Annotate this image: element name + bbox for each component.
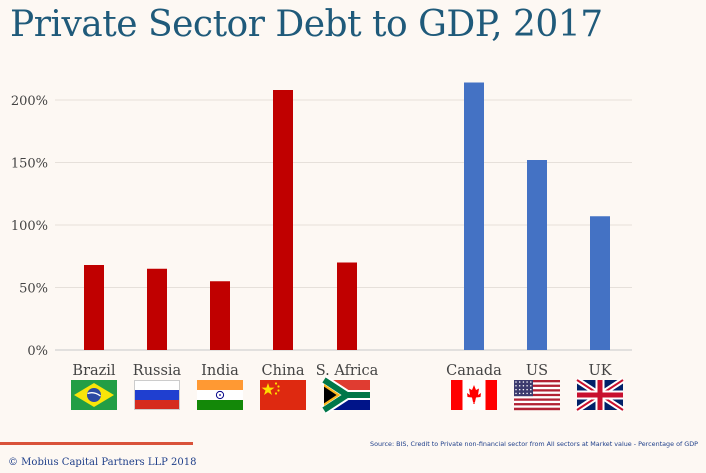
bar-india bbox=[210, 281, 230, 350]
y-tick-label: 100% bbox=[11, 219, 48, 234]
copyright-text: © Mobius Capital Partners LLP 2018 bbox=[8, 457, 197, 468]
y-tick-label: 200% bbox=[11, 94, 48, 109]
chart-title: Private Sector Debt to GDP, 2017 bbox=[10, 4, 603, 45]
russia-flag-icon bbox=[134, 380, 180, 410]
x-category-label: China bbox=[261, 363, 304, 379]
uk-flag-icon bbox=[575, 377, 625, 413]
y-tick-label: 50% bbox=[19, 282, 48, 297]
china-flag-icon bbox=[260, 380, 306, 410]
bar-uk bbox=[590, 216, 610, 350]
x-category-label: India bbox=[201, 363, 239, 379]
footer-divider bbox=[0, 442, 193, 445]
bar-us bbox=[527, 160, 547, 350]
x-category-label: Russia bbox=[133, 363, 182, 379]
south-africa-flag-icon bbox=[321, 375, 370, 415]
x-category-label: S. Africa bbox=[316, 363, 379, 379]
y-tick-label: 0% bbox=[27, 344, 48, 359]
canada-flag-icon bbox=[451, 380, 497, 410]
brazil-flag-icon bbox=[71, 380, 117, 410]
india-flag-icon bbox=[197, 380, 243, 410]
bar-canada bbox=[464, 82, 484, 350]
bar-chart: 0% 50% 100% 150% 200% Brazil Russia India China S… bbox=[11, 82, 632, 415]
bar-s-africa bbox=[337, 262, 357, 350]
us-flag-icon bbox=[514, 380, 560, 411]
y-tick-label: 150% bbox=[11, 157, 48, 172]
x-category-label: Brazil bbox=[72, 363, 116, 379]
bar-china bbox=[273, 90, 293, 350]
source-note: Source: BIS, Credit to Private non-finan… bbox=[370, 440, 698, 448]
x-category-label: UK bbox=[588, 363, 612, 379]
x-category-label: US bbox=[526, 363, 548, 379]
bar-brazil bbox=[84, 265, 104, 350]
x-category-label: Canada bbox=[446, 363, 502, 379]
bar-russia bbox=[147, 268, 167, 350]
